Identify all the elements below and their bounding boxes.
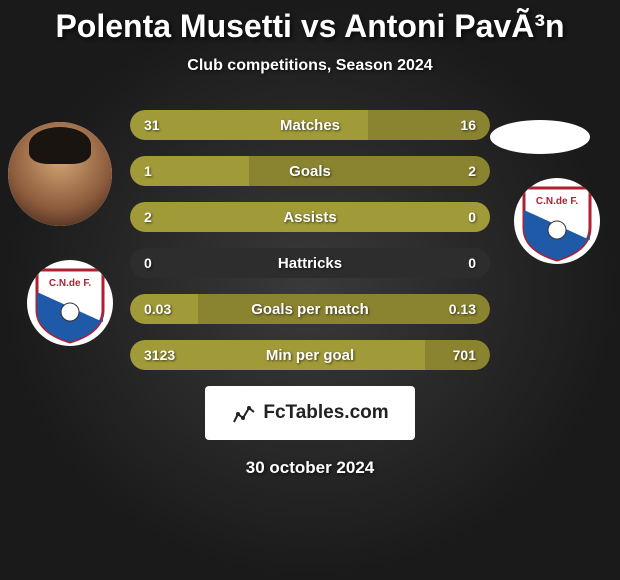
stat-label: Hattricks [278,255,342,272]
stat-value-left: 0.03 [144,301,171,317]
stat-bar-right [249,156,490,186]
stat-value-right: 2 [468,163,476,179]
stat-value-left: 1 [144,163,152,179]
stat-label: Matches [280,117,340,134]
stat-label: Assists [283,209,336,226]
stat-value-right: 701 [453,347,476,363]
stat-row: 3123 701 Min per goal [130,340,490,370]
club-right-badge: C.N.de F. [514,178,600,264]
stat-row: 0 0 Hattricks [130,248,490,278]
stat-value-right: 0 [468,209,476,225]
stat-value-left: 3123 [144,347,175,363]
subtitle: Club competitions, Season 2024 [0,57,620,75]
shield-icon: C.N.de F. [33,262,107,344]
stat-value-right: 0.13 [449,301,476,317]
stat-row: 2 0 Assists [130,202,490,232]
stat-row: 1 2 Goals [130,156,490,186]
stat-value-right: 16 [460,117,476,133]
stat-value-left: 0 [144,255,152,271]
stat-row: 31 16 Matches [130,110,490,140]
stat-label: Min per goal [266,347,354,364]
club-left-badge: C.N.de F. [27,260,113,346]
stat-value-left: 2 [144,209,152,225]
player-left-avatar [8,122,112,226]
page-title: Polenta Musetti vs Antoni PavÃ³n [0,8,620,45]
stat-value-left: 31 [144,117,160,133]
stat-label: Goals per match [251,301,369,318]
fctables-label: FcTables.com [263,402,388,424]
shield-icon: C.N.de F. [520,180,594,262]
svg-text:C.N.de F.: C.N.de F. [536,196,578,207]
stat-row: 0.03 0.13 Goals per match [130,294,490,324]
stat-label: Goals [289,163,331,180]
player-right-avatar [490,120,590,154]
chart-icon [231,400,257,426]
stat-value-right: 0 [468,255,476,271]
fctables-attribution: FcTables.com [205,386,415,440]
date-label: 30 october 2024 [0,458,620,478]
svg-text:C.N.de F.: C.N.de F. [49,278,91,289]
